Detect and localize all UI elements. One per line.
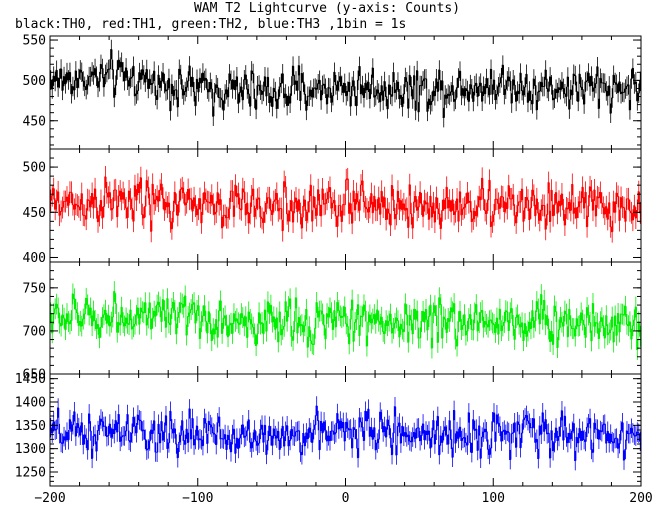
series-TH1-line (50, 165, 641, 243)
y-tick-label: 500 (23, 161, 46, 176)
x-tick-label: 200 (629, 491, 652, 505)
y-tick-label: 450 (23, 206, 46, 221)
y-tick-label: 450 (23, 114, 46, 129)
y-tick-label: 650 (23, 368, 46, 383)
x-tick-label: −100 (182, 491, 213, 505)
y-tick-label: 1300 (15, 442, 46, 457)
y-tick-label: 750 (23, 281, 46, 296)
y-tick-label: 1450 (15, 372, 46, 387)
y-tick-label: 1350 (15, 419, 46, 434)
chart-subtitle: black:TH0, red:TH1, green:TH2, blue:TH3 … (15, 17, 407, 32)
y-tick-label: 400 (23, 251, 46, 266)
series-TH0-line (50, 39, 641, 128)
series-TH2-line (50, 281, 641, 360)
y-tick-label: 1400 (15, 396, 46, 411)
x-tick-label: −200 (34, 491, 65, 505)
y-tick-label: 700 (23, 324, 46, 339)
y-tick-label: 500 (23, 74, 46, 89)
y-tick-label: 550 (23, 34, 46, 49)
chart-title: WAM T2 Lightcurve (y-axis: Counts) (193, 1, 461, 16)
y-tick-label: 1250 (15, 466, 46, 481)
series-TH3-line (50, 396, 641, 471)
x-tick-label: 100 (482, 491, 505, 505)
x-tick-label: 0 (342, 491, 350, 505)
